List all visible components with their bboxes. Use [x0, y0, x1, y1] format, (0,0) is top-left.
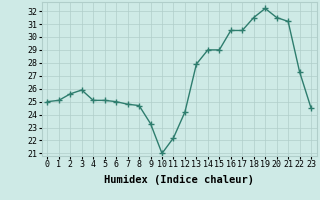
X-axis label: Humidex (Indice chaleur): Humidex (Indice chaleur) — [104, 175, 254, 185]
